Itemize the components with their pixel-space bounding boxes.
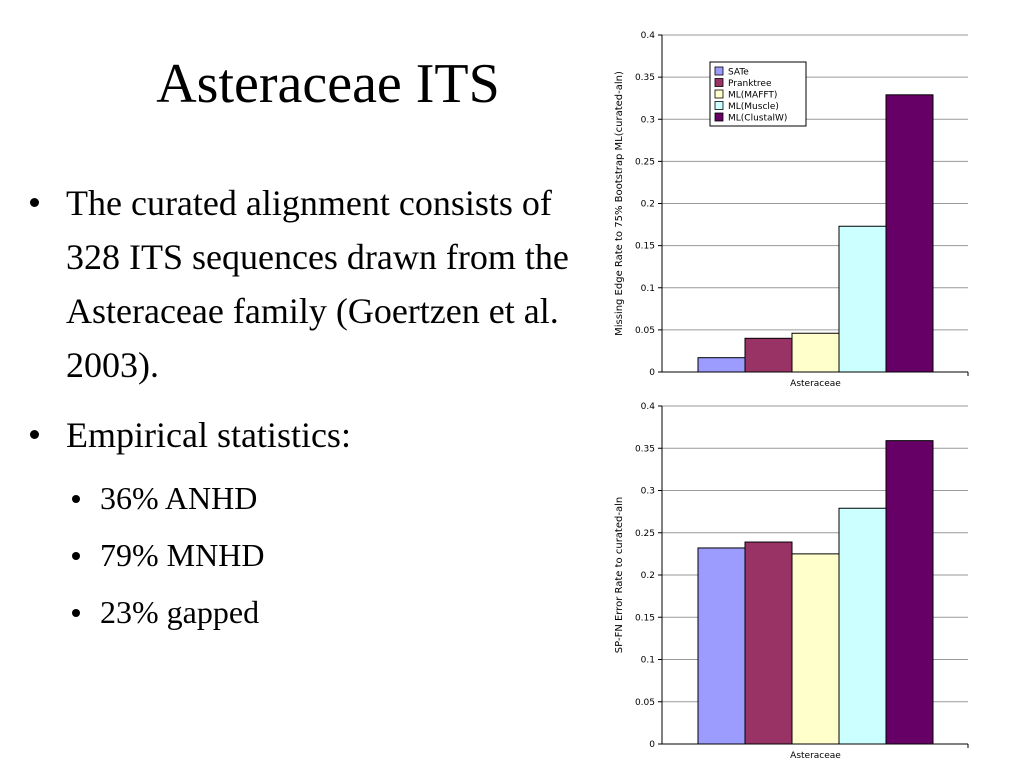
sub-bullet-item: 23% gapped xyxy=(28,592,608,632)
y-tick-label: 0.05 xyxy=(635,326,655,336)
y-tick-label: 0 xyxy=(649,740,655,750)
legend-label: SATe xyxy=(728,68,749,78)
y-tick-label: 0.3 xyxy=(641,487,655,497)
legend-label: ML(ClustalW) xyxy=(728,114,787,124)
bullet-item: Empirical statistics: xyxy=(28,408,608,462)
bullet-dot xyxy=(30,198,39,207)
legend-swatch xyxy=(714,89,724,99)
sub-bullet-item: 36% ANHD xyxy=(28,478,608,518)
bar-sate xyxy=(697,357,746,373)
y-axis-label: Missing Edge Rate to 75% Bootstrap ML(cu… xyxy=(614,71,625,336)
y-tick-label: 0.35 xyxy=(635,444,655,454)
bullet-dot xyxy=(72,552,80,560)
y-tick-label: 0.3 xyxy=(641,115,655,125)
y-tick-label: 0.25 xyxy=(635,529,655,539)
y-tick-label: 0.25 xyxy=(635,157,655,167)
legend-label: ML(Muscle) xyxy=(728,102,779,112)
bullet-text: The curated alignment consists of 328 IT… xyxy=(66,183,569,385)
bar-ml-mafft xyxy=(791,553,840,745)
y-axis-label: SP-FN Error Rate to curated-aln xyxy=(614,497,625,653)
y-tick-label: 0.1 xyxy=(641,656,655,666)
legend-box xyxy=(709,61,807,127)
y-tick-label: 0.15 xyxy=(635,242,655,252)
bullet-dot xyxy=(30,430,39,439)
bar-pranktree xyxy=(744,541,793,745)
bar-ml-muscle xyxy=(838,225,887,373)
bullet-dot xyxy=(72,609,80,617)
sub-bullet-text: 23% gapped xyxy=(100,594,260,630)
charts-panel: 0 0.05 0.1 0.15 0.2 0.25 0.3 0.35 0.4 Asteraceae M… xyxy=(614,31,969,761)
bar-ml-muscle xyxy=(838,507,887,745)
y-tick-label: 0 xyxy=(649,368,655,378)
chart-1: 0 0.05 0.1 0.15 0.2 0.25 0.3 0.35 0.4 Asteraceae M… xyxy=(614,31,969,389)
sub-bullet-text: 36% ANHD xyxy=(100,480,258,516)
y-tick-label: 0.4 xyxy=(641,31,656,41)
legend-swatch xyxy=(714,66,724,76)
bar-pranktree xyxy=(744,337,793,373)
y-tick-label: 0.35 xyxy=(635,73,655,83)
y-tick-label: 0.4 xyxy=(641,402,656,412)
bar-sate xyxy=(697,547,746,745)
legend-label: ML(MAFFT) xyxy=(728,91,777,101)
sub-bullet-text: 79% MNHD xyxy=(100,537,265,573)
x-tick-label: Asteraceae xyxy=(790,751,841,761)
legend-swatch xyxy=(714,112,724,122)
bar-ml-clustalw xyxy=(885,440,934,745)
y-tick-label: 0.2 xyxy=(641,200,655,210)
legend-swatch xyxy=(714,78,724,87)
y-tick-label: 0.2 xyxy=(641,571,655,581)
slide-title: Asteraceae ITS xyxy=(156,53,500,115)
bullet-dot xyxy=(72,495,80,503)
legend-label: Pranktree xyxy=(728,79,772,89)
bullet-item: The curated alignment consists of 328 IT… xyxy=(28,176,608,392)
y-tick-label: 0.1 xyxy=(641,284,655,294)
x-tick-label: Asteraceae xyxy=(790,379,841,389)
sub-bullet-item: 79% MNHD xyxy=(28,535,608,575)
chart-2: 0 0.05 0.1 0.15 0.2 0.25 0.3 0.35 0.4 Asteraceae S… xyxy=(614,402,969,761)
y-tick-label: 0.05 xyxy=(635,698,655,708)
bar-ml-mafft xyxy=(791,332,840,373)
y-tick-label: 0.15 xyxy=(635,613,655,623)
bullet-text: Empirical statistics: xyxy=(66,415,351,455)
bullet-list: The curated alignment consists of 328 IT… xyxy=(28,176,608,649)
legend-swatch xyxy=(714,101,724,110)
bar-ml-clustalw xyxy=(885,94,934,373)
